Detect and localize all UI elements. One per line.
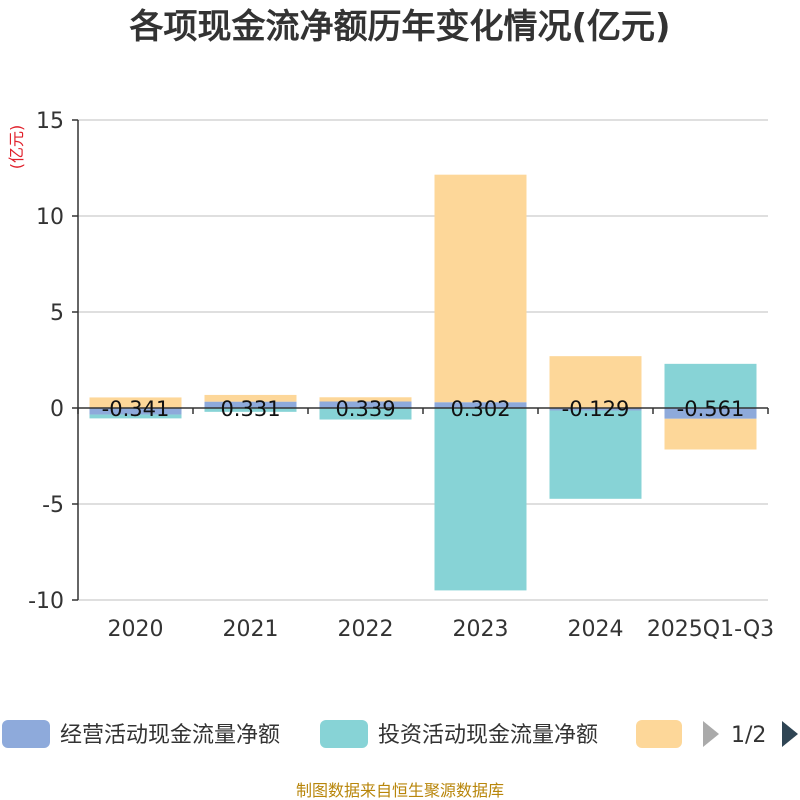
- y-tick-label: 10: [36, 205, 64, 230]
- bar-series-2-2022: [319, 397, 412, 402]
- gridlines: [78, 119, 768, 601]
- bar-series-0-2024: [549, 408, 642, 411]
- legend-swatch-financing: [636, 720, 682, 748]
- data-label-2022: 0.339: [335, 397, 395, 421]
- legend-swatch-investing: [320, 720, 368, 748]
- bar-series-2-2024: [549, 356, 642, 408]
- x-tick-label-2021: 2021: [223, 617, 279, 642]
- x-tick-label-2023: 2023: [453, 617, 509, 642]
- data-label-2020: -0.341: [102, 397, 170, 421]
- bar-series-0-2022: [319, 401, 412, 408]
- bar-series-0-2023: [434, 402, 527, 408]
- data-label-2023: 0.302: [450, 397, 510, 421]
- y-tick-label: 5: [50, 301, 64, 326]
- data-label-2021: 0.331: [220, 397, 280, 421]
- bar-series-1-2025Q1-Q3: [664, 363, 757, 408]
- chart-title: 各项现金流净额历年变化情况(亿元): [129, 7, 670, 47]
- y-tick-label: 15: [36, 109, 64, 134]
- legend: 经营活动现金流量净额 投资活动现金流量净额 1/2: [2, 720, 798, 748]
- bar-series-0-2020: [89, 408, 182, 415]
- data-label-2025Q1-Q3: -0.561: [677, 397, 745, 421]
- x-tick-label-2024: 2024: [568, 617, 624, 642]
- bar-series-0-2025Q1-Q3: [664, 408, 757, 419]
- y-tick-label: -5: [42, 493, 64, 518]
- legend-label-investing: 投资活动现金流量净额: [378, 723, 598, 748]
- bars: [89, 174, 757, 591]
- y-tick-label: 0: [50, 397, 64, 422]
- bar-series-1-2022: [319, 408, 412, 420]
- bar-series-2-2025Q1-Q3: [664, 418, 757, 450]
- bar-series-1-2024: [549, 410, 642, 499]
- legend-label-operating: 经营活动现金流量净额: [60, 723, 280, 748]
- legend-item-investing[interactable]: 投资活动现金流量净额: [320, 720, 598, 748]
- legend-swatch-operating: [2, 720, 50, 748]
- bar-series-2-2023: [434, 174, 527, 403]
- legend-item-financing[interactable]: [636, 720, 682, 748]
- bar-series-1-2023: [434, 408, 527, 591]
- y-tick-label: -10: [28, 589, 64, 614]
- bar-series-1-2021: [204, 408, 297, 412]
- x-tick-label-2022: 2022: [338, 617, 394, 642]
- data-label-2024: -0.129: [562, 397, 630, 421]
- legend-next-page-icon[interactable]: [782, 721, 798, 747]
- data-labels: -0.341 0.331 0.339 0.302 -0.129 -0.561: [102, 397, 745, 421]
- axes: 15 10 5 0 -5 -10 2020 2021 2022 2023 2024 2025Q1-Q3: [28, 109, 774, 642]
- bar-series-1-2020: [89, 414, 182, 419]
- data-source: 制图数据来自恒生聚源数据库: [296, 781, 504, 800]
- bar-series-2-2021: [204, 394, 297, 402]
- x-tick-label-2020: 2020: [108, 617, 164, 642]
- bar-series-0-2021: [204, 401, 297, 408]
- legend-prev-page-icon[interactable]: [703, 721, 719, 747]
- legend-page-indicator: 1/2: [731, 723, 766, 748]
- bar-series-2-2020: [89, 397, 182, 408]
- x-tick-label-2025Q1-Q3: 2025Q1-Q3: [647, 617, 774, 642]
- y-axis-unit: (亿元): [7, 125, 26, 170]
- legend-item-operating[interactable]: 经营活动现金流量净额: [2, 720, 280, 748]
